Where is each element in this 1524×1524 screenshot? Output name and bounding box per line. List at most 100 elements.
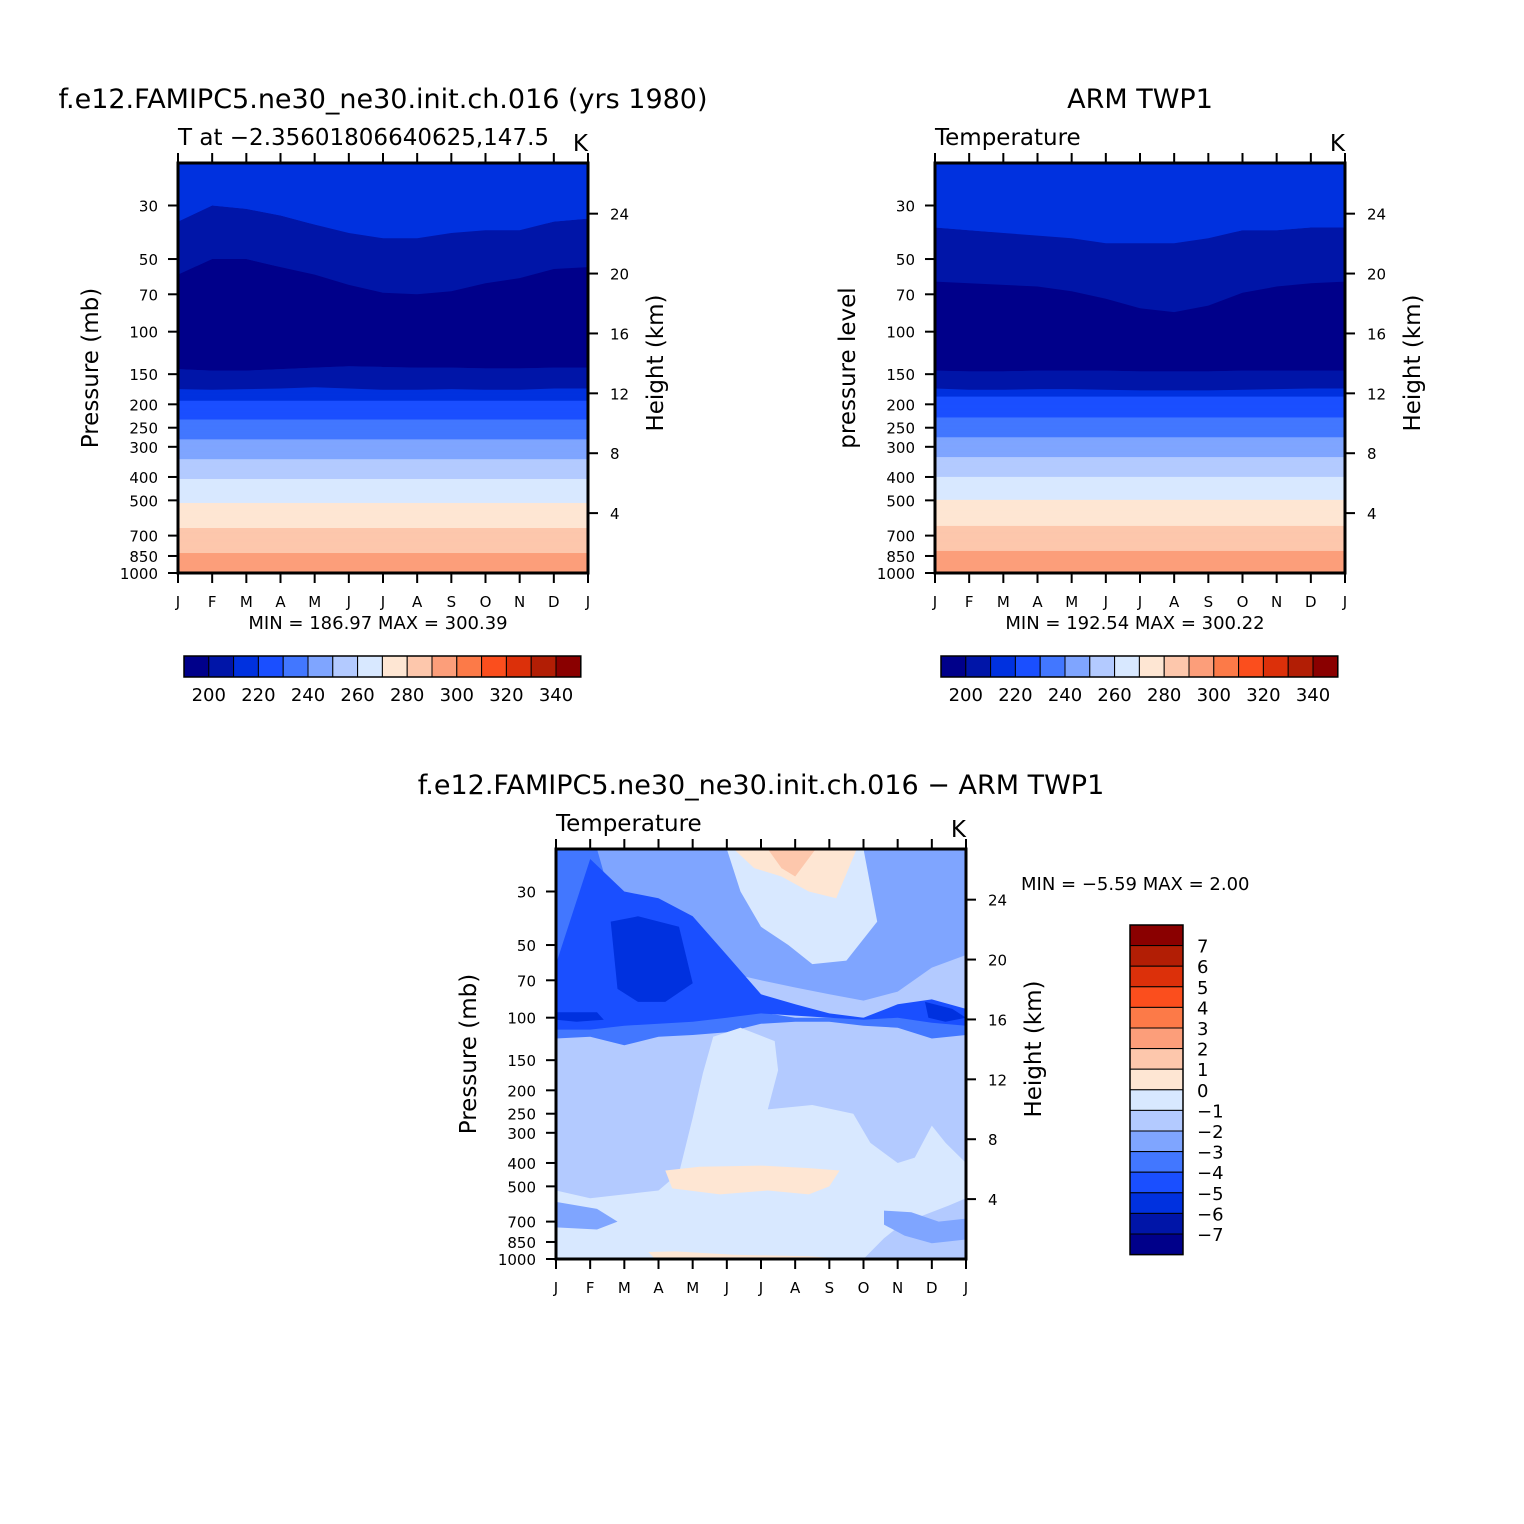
- temperature-band: [935, 464, 1345, 467]
- temperature-band: [935, 510, 1345, 512]
- temperature-band: [935, 475, 1345, 478]
- temperature-band: [178, 523, 588, 526]
- x-tick-label: J: [758, 1279, 763, 1297]
- temperature-band: [935, 448, 1345, 451]
- temperature-region: [935, 370, 1345, 391]
- temperature-band: [178, 462, 588, 464]
- temperature-band: [178, 428, 588, 431]
- temperature-band: [935, 532, 1345, 534]
- temperature-band: [178, 444, 588, 447]
- temperature-band: [178, 542, 588, 545]
- temperature-band: [178, 530, 588, 532]
- temperature-band: [178, 402, 588, 405]
- x-tick-label: J: [1103, 593, 1108, 611]
- y-tick-label: 250: [129, 420, 158, 438]
- temperature-band: [178, 518, 588, 521]
- temperature-band: [178, 540, 588, 543]
- y-tick-label: 850: [507, 1234, 536, 1252]
- contour-field: [556, 849, 966, 1259]
- colorbar-label: 280: [390, 685, 424, 706]
- temperature-band: [178, 398, 588, 401]
- temperature-band: [935, 442, 1345, 445]
- height-tick-label: 12: [1367, 385, 1386, 403]
- difference-region: [556, 1201, 618, 1230]
- colorbar-swatch: [1129, 1048, 1184, 1070]
- temperature-band: [178, 449, 588, 452]
- temperature-band: [935, 468, 1345, 471]
- colorbar-label: 200: [949, 685, 983, 706]
- y-tick-label: 400: [886, 469, 915, 487]
- temperature-band: [935, 501, 1345, 504]
- y-tick-label: 500: [886, 492, 915, 510]
- height-tick-label: 24: [1367, 206, 1386, 224]
- temperature-band: [935, 548, 1345, 551]
- temperature-band: [178, 556, 588, 558]
- temperature-band: [935, 500, 1345, 503]
- difference-region: [665, 1165, 840, 1195]
- temperature-band: [178, 544, 588, 547]
- temperature-band: [935, 482, 1345, 484]
- temperature-band: [178, 467, 588, 470]
- temperature-band: [935, 403, 1345, 406]
- colorbar-swatch: [257, 655, 284, 678]
- height-tick-label: 24: [610, 206, 629, 224]
- temperature-band: [178, 558, 588, 560]
- colorbar-swatch: [1129, 1006, 1184, 1029]
- temperature-band: [178, 567, 588, 570]
- temperature-band: [178, 457, 588, 459]
- temperature-band: [935, 408, 1345, 410]
- y-tick-label: 200: [507, 1082, 536, 1100]
- temperature-band: [178, 425, 588, 428]
- min-max-stats: MIN = 186.97 MAX = 300.39: [248, 613, 507, 634]
- x-tick-label: S: [1204, 593, 1214, 611]
- temperature-band: [935, 417, 1345, 420]
- temperature-band: [935, 413, 1345, 415]
- min-max-stats: MIN = −5.59 MAX = 2.00: [1021, 874, 1250, 895]
- colorbar-swatch: [505, 655, 532, 678]
- x-tick-label: N: [1271, 593, 1282, 611]
- temperature-band: [178, 438, 588, 440]
- temperature-band: [178, 507, 588, 509]
- y-tick-label: 500: [507, 1178, 536, 1196]
- temperature-band: [935, 478, 1345, 481]
- y-axis-label: pressure level: [835, 287, 861, 448]
- temperature-band: [178, 458, 588, 460]
- colorbar-label: 240: [1048, 685, 1082, 706]
- temperature-band: [935, 419, 1345, 422]
- y-tick-label: 150: [507, 1052, 536, 1070]
- temperature-band: [935, 516, 1345, 519]
- temperature-band: [935, 542, 1345, 545]
- colorbar-swatch: [456, 655, 483, 678]
- temperature-band: [178, 541, 588, 544]
- colorbar-label: 2: [1197, 1040, 1208, 1061]
- temperature-band: [178, 566, 588, 569]
- x-tick-label: A: [1169, 593, 1180, 611]
- contour-line: [178, 480, 588, 481]
- temperature-band: [935, 439, 1345, 441]
- y-tick-label: 250: [886, 420, 915, 438]
- x-tick-label: F: [208, 593, 217, 611]
- y-tick-label: 250: [507, 1106, 536, 1124]
- temperature-band: [935, 399, 1345, 402]
- difference-region: [648, 1251, 850, 1259]
- temperature-band: [178, 390, 588, 392]
- temperature-band: [178, 426, 588, 429]
- colorbar-swatch: [357, 655, 383, 678]
- temperature-band: [178, 397, 588, 400]
- temperature-band: [935, 521, 1345, 524]
- temperature-band: [935, 481, 1345, 483]
- temperature-band: [178, 520, 588, 523]
- colorbar-swatch: [1287, 655, 1314, 678]
- y-tick-label: 150: [129, 366, 158, 384]
- temperature-band: [178, 504, 588, 506]
- temperature-band: [935, 400, 1345, 403]
- colorbar-label: 3: [1197, 1019, 1208, 1040]
- colorbar-frame: [940, 655, 1339, 678]
- colorbar-label: −5: [1197, 1184, 1224, 1205]
- temperature-band: [178, 494, 588, 497]
- temperature-band: [935, 520, 1345, 523]
- temperature-band: [935, 465, 1345, 468]
- temperature-band: [935, 556, 1345, 558]
- temperature-band: [178, 551, 588, 554]
- temperature-band: [935, 553, 1345, 555]
